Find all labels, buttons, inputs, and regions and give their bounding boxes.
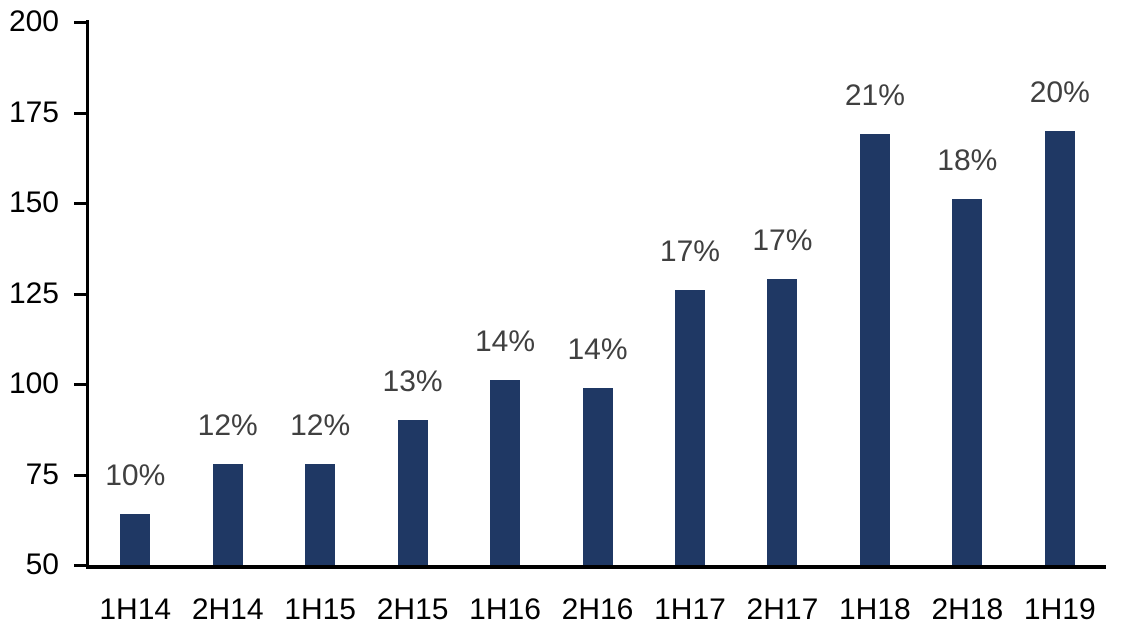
bar-data-label: 14% (475, 325, 536, 359)
bar-data-label: 17% (752, 224, 813, 258)
y-axis-tick-label: 125 (8, 276, 59, 310)
y-axis-tick (74, 292, 86, 296)
x-axis-tick-label: 1H16 (469, 593, 541, 626)
bar-2H14 (212, 463, 243, 565)
y-axis-tick-label: 75 (25, 457, 59, 491)
y-axis-tick-label: 100 (8, 367, 59, 400)
y-axis-tick-label: 150 (8, 186, 59, 219)
bar-data-label: 13% (382, 365, 443, 399)
y-axis-tick (74, 383, 86, 386)
bar-data-label: 17% (659, 234, 720, 268)
x-axis-tick-label: 2H14 (191, 593, 264, 626)
y-axis-line (86, 20, 89, 567)
bar-1H17 (674, 289, 705, 565)
bar-1H14 (120, 514, 151, 565)
bar-2H15 (397, 420, 428, 565)
bar-data-label: 20% (1029, 75, 1090, 109)
x-axis-tick-label: 1H14 (99, 593, 172, 626)
bar-data-label: 12% (197, 408, 258, 442)
x-axis-tick-label: 2H15 (376, 593, 449, 626)
x-axis-tick-label: 1H19 (1023, 593, 1096, 626)
bar-2H16 (582, 387, 613, 565)
bar-data-label: 18% (937, 144, 998, 178)
x-axis-tick-label: 2H16 (561, 593, 634, 626)
y-axis-tick (74, 21, 86, 24)
y-axis-tick (74, 564, 86, 567)
y-axis-tick-label: 175 (8, 95, 59, 129)
y-axis-tick-label: 50 (25, 548, 59, 581)
bar-data-label: 21% (844, 79, 905, 113)
bar-data-label: 10% (105, 459, 166, 493)
x-axis-tick-label: 1H15 (284, 593, 356, 626)
bar-1H19 (1044, 130, 1075, 565)
y-axis-tick (74, 111, 86, 115)
x-axis-tick-label: 1H18 (839, 593, 911, 626)
y-axis-tick (74, 473, 86, 477)
bar-data-label: 14% (567, 332, 628, 366)
bar-2H18 (952, 199, 983, 565)
x-axis-line (86, 565, 1106, 569)
x-axis-tick-label: 1H17 (654, 593, 726, 626)
bar-1H16 (490, 380, 521, 565)
bar-1H18 (859, 134, 890, 565)
x-axis-tick-label: 2H17 (746, 593, 819, 626)
bar-data-label: 12% (290, 408, 351, 442)
y-axis-tick-label: 200 (8, 5, 59, 38)
y-axis-tick (74, 202, 86, 205)
bar-2H17 (767, 279, 798, 565)
x-axis-tick-label: 2H18 (931, 593, 1004, 626)
plot-area: 10% 12% 12% 13% 14% 14% 17% 17% 21% 18% 20% (89, 22, 1106, 565)
bar-1H15 (305, 463, 336, 565)
